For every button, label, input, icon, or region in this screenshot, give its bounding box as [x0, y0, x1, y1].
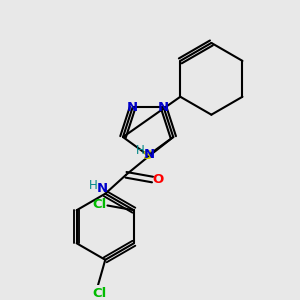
Text: H: H: [88, 179, 98, 192]
Text: O: O: [152, 173, 164, 186]
Text: N: N: [97, 182, 108, 196]
Text: Cl: Cl: [93, 198, 107, 211]
Text: S: S: [143, 149, 153, 162]
Text: H: H: [136, 144, 145, 157]
Text: Cl: Cl: [92, 287, 107, 300]
Text: N: N: [144, 148, 155, 160]
Text: N: N: [158, 101, 169, 114]
Text: N: N: [127, 101, 138, 114]
